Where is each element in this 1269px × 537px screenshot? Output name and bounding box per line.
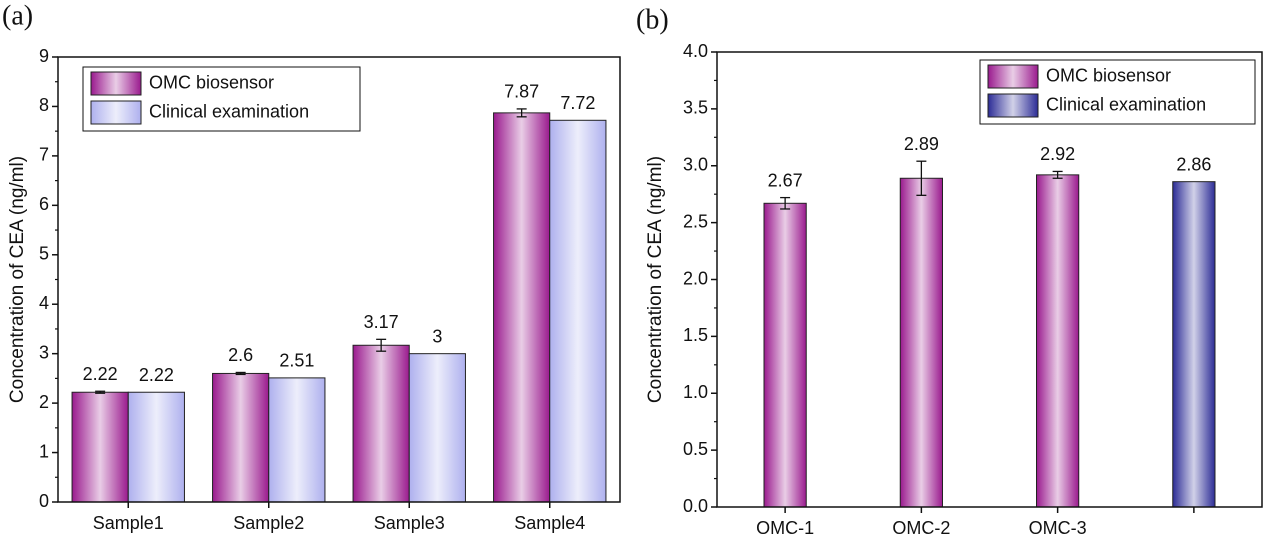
bar: [1172, 181, 1216, 508]
value-label: 7.87: [504, 82, 539, 102]
y-axis-label: Concentration of CEA (ng/ml): [7, 156, 28, 403]
plot-frame: [716, 51, 1263, 508]
legend-label: Clinical examination: [1046, 94, 1206, 114]
y-tick-label: 3: [39, 342, 49, 362]
y-tick-label: 9: [39, 46, 49, 66]
value-label: 2.92: [1040, 144, 1075, 164]
y-tick-label: 0.0: [683, 496, 708, 516]
bar: [763, 202, 807, 508]
error-bar: [376, 338, 387, 352]
value-label: 2.86: [1176, 154, 1211, 174]
panel-label: (a): [2, 0, 33, 31]
error-bar: [516, 108, 527, 118]
bar: [549, 119, 607, 503]
legend-label: OMC biosensor: [1046, 65, 1171, 85]
y-tick-label: 1.5: [683, 325, 708, 345]
y-tick-label: 1: [39, 441, 49, 461]
value-label: 2.6: [228, 345, 253, 365]
bar: [899, 177, 943, 508]
y-tick-label: 0.5: [683, 439, 708, 459]
legend-label: Clinical examination: [149, 101, 309, 121]
y-tick-label: 3.5: [683, 98, 708, 118]
error-bar: [95, 390, 106, 394]
legend-swatch: [987, 64, 1039, 89]
y-tick-label: 7: [39, 145, 49, 165]
value-label: 2.22: [139, 365, 174, 385]
bar: [212, 372, 270, 503]
y-tick-label: 0: [39, 491, 49, 511]
x-tick-label: OMC-2: [892, 518, 950, 537]
y-tick-label: 4: [39, 293, 49, 313]
value-label: 7.72: [560, 93, 595, 113]
y-tick-label: 1.0: [683, 382, 708, 402]
value-label: 2.89: [904, 134, 939, 154]
y-tick-label: 2: [39, 392, 49, 412]
x-tick-label: OMC-3: [1029, 518, 1087, 537]
x-tick-label: Sample4: [514, 513, 585, 533]
y-tick-label: 2.0: [683, 268, 708, 288]
bar: [352, 344, 410, 503]
y-tick-label: 3.0: [683, 155, 708, 175]
bar: [127, 391, 185, 503]
value-label: 2.51: [279, 351, 314, 371]
y-tick-label: 4.0: [683, 41, 708, 61]
x-tick-label: Sample1: [93, 513, 164, 533]
y-tick-label: 5: [39, 244, 49, 264]
error-bar: [916, 160, 927, 196]
x-tick-label: Sample3: [374, 513, 445, 533]
value-label: 3: [432, 326, 442, 346]
bar: [1036, 174, 1080, 508]
value-label: 2.22: [83, 364, 118, 384]
y-tick-label: 6: [39, 194, 49, 214]
y-tick-label: 2.5: [683, 211, 708, 231]
legend-swatch: [90, 71, 142, 96]
y-tick-label: 8: [39, 95, 49, 115]
error-bar: [235, 371, 246, 376]
value-label: 3.17: [364, 312, 399, 332]
y-axis-label: Concentration of CEA (ng/ml): [645, 156, 666, 403]
plot-frame: [57, 56, 621, 503]
error-bar: [1052, 170, 1063, 179]
x-tick-label: Sample2: [233, 513, 304, 533]
bar: [493, 112, 551, 503]
legend-swatch: [90, 100, 142, 125]
error-bar: [780, 196, 791, 210]
x-tick-label: OMC-1: [756, 518, 814, 537]
legend-swatch: [987, 93, 1039, 118]
value-label: 2.67: [768, 170, 803, 190]
bar: [268, 377, 326, 503]
panel-label: (b): [636, 4, 669, 35]
legend-label: OMC biosensor: [149, 72, 274, 92]
bar: [71, 391, 129, 503]
bar: [408, 353, 466, 503]
